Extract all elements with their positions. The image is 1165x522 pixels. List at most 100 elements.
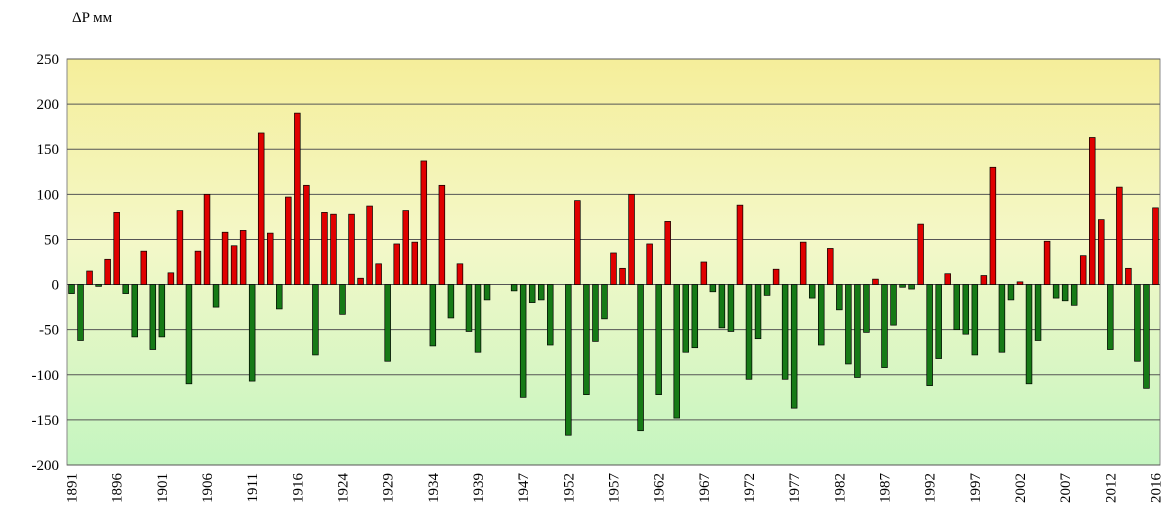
bar	[935, 284, 942, 359]
x-tick-label: 1906	[200, 473, 216, 504]
bar	[122, 284, 129, 294]
bar	[1061, 284, 1069, 302]
bar	[1089, 137, 1096, 285]
y-tick-label: -50	[39, 323, 59, 339]
bar	[1125, 267, 1132, 285]
bar	[565, 284, 572, 436]
bar	[203, 193, 211, 285]
bar	[257, 132, 265, 285]
bar	[357, 277, 364, 285]
bar	[908, 284, 915, 290]
bar	[194, 250, 202, 285]
x-tick-label: 1962	[652, 473, 668, 503]
bar	[465, 284, 473, 332]
x-tick-label: 1911	[245, 473, 261, 502]
bar	[754, 284, 762, 340]
bar	[827, 248, 834, 285]
x-tick-label: 1957	[607, 473, 623, 504]
bar	[971, 284, 979, 356]
bar	[1025, 284, 1033, 385]
bar	[989, 166, 997, 285]
bar	[149, 284, 157, 350]
bar	[519, 284, 527, 398]
bar	[285, 196, 292, 285]
bar	[709, 284, 717, 293]
x-tick-label: 1987	[877, 473, 893, 504]
y-tick-label: 100	[37, 187, 60, 203]
bar	[447, 284, 455, 319]
bar	[429, 284, 437, 347]
bar	[212, 284, 220, 308]
x-tick-label: 1934	[426, 473, 442, 504]
bar	[1016, 281, 1024, 285]
bar	[646, 243, 653, 285]
bar	[574, 200, 581, 285]
x-tick-label: 1997	[968, 473, 984, 504]
bar	[230, 245, 238, 285]
x-tick-label: 2016	[1148, 473, 1164, 504]
bar	[781, 284, 789, 380]
bar	[267, 232, 274, 285]
y-tick-label: 250	[37, 52, 60, 68]
bar	[664, 221, 671, 285]
bar	[294, 112, 301, 285]
bar	[1034, 284, 1042, 341]
x-tick-label: 2007	[1058, 473, 1074, 504]
bar	[393, 243, 400, 285]
x-tick-label: 1891	[65, 473, 81, 503]
bar	[845, 284, 852, 365]
x-tick-label: 1972	[742, 473, 758, 503]
x-tick-label: 1992	[923, 473, 939, 503]
bar	[836, 284, 843, 311]
bar	[980, 275, 988, 285]
bar	[547, 284, 554, 346]
x-tick-label: 1901	[155, 473, 171, 503]
bar	[276, 284, 283, 310]
bar	[113, 212, 120, 285]
bar	[763, 284, 771, 296]
bar	[863, 284, 870, 333]
bar	[528, 284, 536, 303]
y-tick-label: 50	[44, 232, 59, 248]
bar	[402, 210, 409, 285]
x-tick-label: 2002	[1013, 473, 1029, 503]
bar	[1152, 207, 1159, 285]
bar	[303, 184, 310, 285]
bar	[610, 252, 617, 285]
x-tick-label: 1982	[832, 473, 848, 503]
x-tick-label: 1929	[381, 473, 397, 503]
bar	[420, 160, 428, 285]
bar	[890, 284, 897, 326]
bar	[1007, 284, 1015, 301]
bar	[682, 284, 690, 353]
bar	[384, 284, 391, 362]
bar	[176, 210, 184, 285]
bar	[348, 213, 355, 285]
bar	[1079, 255, 1087, 285]
bar	[1098, 219, 1105, 285]
x-tick-label: 1952	[561, 473, 577, 503]
bar	[483, 284, 491, 301]
bar	[854, 284, 861, 378]
bar	[998, 284, 1006, 353]
bar	[1043, 240, 1051, 285]
bar	[339, 284, 346, 315]
x-tick-label: 1947	[516, 473, 532, 504]
bar	[637, 284, 644, 432]
bar	[68, 284, 75, 294]
bar	[799, 241, 807, 285]
bar	[375, 263, 382, 285]
bar	[77, 284, 84, 341]
bar	[86, 270, 93, 285]
bar	[583, 284, 590, 395]
bar	[474, 284, 482, 353]
bar	[167, 272, 175, 285]
bar	[899, 284, 906, 288]
bar	[239, 230, 247, 285]
bar	[673, 284, 680, 419]
bar	[366, 205, 373, 285]
bar	[1143, 284, 1150, 389]
bar	[1134, 284, 1141, 362]
bar	[248, 284, 256, 382]
